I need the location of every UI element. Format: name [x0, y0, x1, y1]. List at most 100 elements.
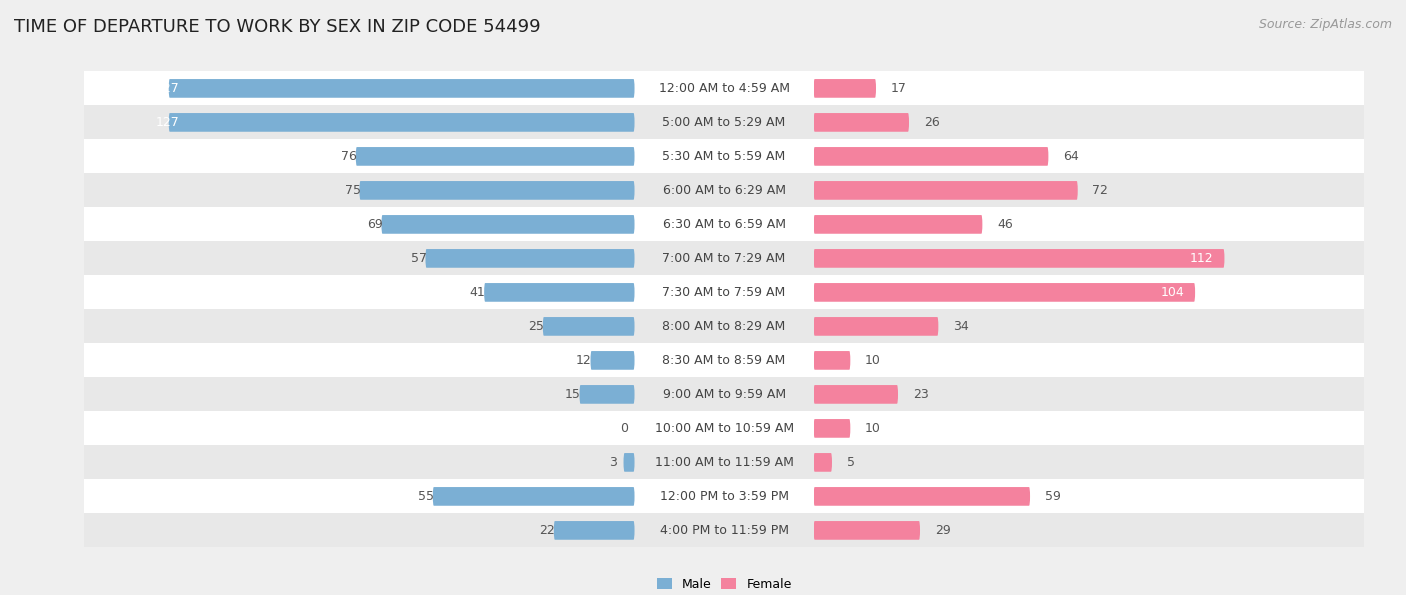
FancyBboxPatch shape	[814, 385, 898, 404]
FancyBboxPatch shape	[814, 147, 1049, 166]
Text: 10:00 AM to 10:59 AM: 10:00 AM to 10:59 AM	[655, 422, 793, 435]
Bar	[814, 309, 1364, 343]
Bar	[814, 139, 1364, 173]
Bar	[634, 242, 814, 275]
Text: 15: 15	[565, 388, 581, 401]
Bar	[84, 275, 634, 309]
Bar	[814, 446, 1364, 480]
FancyBboxPatch shape	[814, 181, 1078, 200]
Bar	[84, 139, 634, 173]
Text: 112: 112	[1189, 252, 1213, 265]
Bar	[84, 446, 634, 480]
Text: 46: 46	[997, 218, 1012, 231]
FancyBboxPatch shape	[814, 419, 851, 438]
Bar	[634, 480, 814, 513]
Bar	[634, 105, 814, 139]
Text: TIME OF DEPARTURE TO WORK BY SEX IN ZIP CODE 54499: TIME OF DEPARTURE TO WORK BY SEX IN ZIP …	[14, 18, 541, 36]
Text: Source: ZipAtlas.com: Source: ZipAtlas.com	[1258, 18, 1392, 31]
Text: 6:00 AM to 6:29 AM: 6:00 AM to 6:29 AM	[662, 184, 786, 197]
FancyBboxPatch shape	[623, 453, 634, 472]
FancyBboxPatch shape	[591, 351, 634, 369]
Text: 10: 10	[865, 354, 882, 367]
Bar	[814, 71, 1364, 105]
Bar	[84, 513, 634, 547]
Bar	[814, 105, 1364, 139]
Text: 69: 69	[367, 218, 382, 231]
Text: 11:00 AM to 11:59 AM: 11:00 AM to 11:59 AM	[655, 456, 793, 469]
Bar	[634, 208, 814, 242]
Bar	[84, 377, 634, 411]
Bar	[814, 173, 1364, 208]
FancyBboxPatch shape	[543, 317, 634, 336]
Bar	[634, 411, 814, 446]
FancyBboxPatch shape	[169, 113, 634, 131]
Bar	[84, 208, 634, 242]
Text: 7:00 AM to 7:29 AM: 7:00 AM to 7:29 AM	[662, 252, 786, 265]
Bar	[84, 173, 634, 208]
Text: 12: 12	[576, 354, 592, 367]
Text: 7:30 AM to 7:59 AM: 7:30 AM to 7:59 AM	[662, 286, 786, 299]
Legend: Male, Female: Male, Female	[651, 573, 797, 595]
FancyBboxPatch shape	[814, 351, 851, 369]
Bar	[84, 480, 634, 513]
Text: 55: 55	[418, 490, 434, 503]
Text: 10: 10	[865, 422, 882, 435]
FancyBboxPatch shape	[579, 385, 634, 404]
Bar	[814, 275, 1364, 309]
Bar	[84, 242, 634, 275]
FancyBboxPatch shape	[814, 215, 983, 234]
Bar	[814, 411, 1364, 446]
Bar	[634, 71, 814, 105]
Bar	[634, 446, 814, 480]
FancyBboxPatch shape	[814, 249, 1225, 268]
FancyBboxPatch shape	[814, 453, 832, 472]
Text: 6:30 AM to 6:59 AM: 6:30 AM to 6:59 AM	[662, 218, 786, 231]
FancyBboxPatch shape	[814, 487, 1031, 506]
Text: 12:00 AM to 4:59 AM: 12:00 AM to 4:59 AM	[658, 82, 790, 95]
FancyBboxPatch shape	[554, 521, 634, 540]
Text: 8:00 AM to 8:29 AM: 8:00 AM to 8:29 AM	[662, 320, 786, 333]
Bar	[84, 309, 634, 343]
Text: 57: 57	[411, 252, 427, 265]
Text: 22: 22	[538, 524, 555, 537]
Text: 25: 25	[529, 320, 544, 333]
Bar	[814, 208, 1364, 242]
Bar	[634, 309, 814, 343]
Bar	[814, 343, 1364, 377]
Text: 29: 29	[935, 524, 950, 537]
Text: 5:00 AM to 5:29 AM: 5:00 AM to 5:29 AM	[662, 116, 786, 129]
FancyBboxPatch shape	[356, 147, 634, 166]
Text: 9:00 AM to 9:59 AM: 9:00 AM to 9:59 AM	[662, 388, 786, 401]
FancyBboxPatch shape	[814, 283, 1195, 302]
Bar	[634, 275, 814, 309]
Text: 104: 104	[1160, 286, 1184, 299]
Text: 72: 72	[1092, 184, 1108, 197]
FancyBboxPatch shape	[814, 317, 938, 336]
Bar	[814, 377, 1364, 411]
Text: 127: 127	[156, 82, 180, 95]
FancyBboxPatch shape	[814, 79, 876, 98]
Text: 34: 34	[953, 320, 969, 333]
FancyBboxPatch shape	[426, 249, 634, 268]
Bar	[814, 513, 1364, 547]
Text: 4:00 PM to 11:59 PM: 4:00 PM to 11:59 PM	[659, 524, 789, 537]
FancyBboxPatch shape	[484, 283, 634, 302]
Bar	[634, 173, 814, 208]
Text: 41: 41	[470, 286, 485, 299]
FancyBboxPatch shape	[433, 487, 634, 506]
Text: 59: 59	[1045, 490, 1060, 503]
Text: 76: 76	[342, 150, 357, 163]
Bar	[634, 377, 814, 411]
Text: 5: 5	[846, 456, 855, 469]
Text: 127: 127	[156, 116, 180, 129]
Text: 26: 26	[924, 116, 939, 129]
FancyBboxPatch shape	[814, 521, 920, 540]
Bar	[84, 411, 634, 446]
Text: 3: 3	[609, 456, 617, 469]
Bar	[814, 242, 1364, 275]
Text: 64: 64	[1063, 150, 1078, 163]
FancyBboxPatch shape	[381, 215, 634, 234]
Bar	[84, 71, 634, 105]
Bar	[84, 105, 634, 139]
Text: 0: 0	[620, 422, 628, 435]
